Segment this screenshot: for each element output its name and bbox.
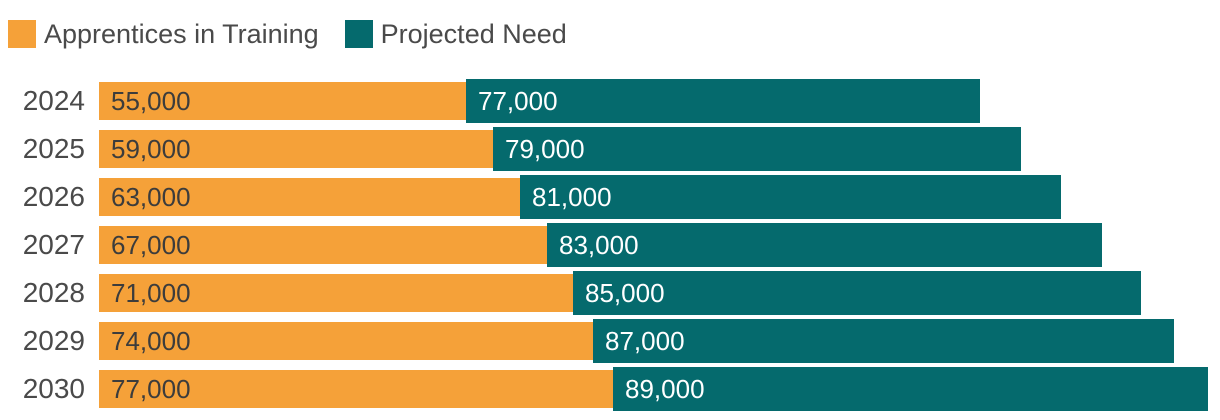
need-value-label: 81,000 <box>532 181 612 212</box>
need-bar-segment: 83,000 <box>547 223 1102 267</box>
apprentices-swatch-icon <box>8 20 36 48</box>
apprentices-bar-segment: 63,000 <box>99 178 520 216</box>
chart-rows: 2024 55,000 77,000 2025 59,000 79,000 20… <box>0 77 1220 413</box>
apprentices-value-label: 71,000 <box>111 277 191 308</box>
need-value-label: 77,000 <box>478 85 558 116</box>
apprentices-bar-segment: 74,000 <box>99 322 593 360</box>
apprentices-value-label: 67,000 <box>111 229 191 260</box>
need-value-label: 79,000 <box>505 133 585 164</box>
legend-item-need: Projected Need <box>344 18 567 50</box>
apprentices-bar-segment: 67,000 <box>99 226 547 264</box>
need-bar-segment: 89,000 <box>613 367 1208 411</box>
need-bar-segment: 79,000 <box>493 127 1021 171</box>
need-value-label: 87,000 <box>605 325 685 356</box>
chart-row: 2025 59,000 79,000 <box>0 125 1220 173</box>
chart-row: 2027 67,000 83,000 <box>0 221 1220 269</box>
apprentices-value-label: 74,000 <box>111 325 191 356</box>
legend-label-apprentices: Apprentices in Training <box>44 18 319 49</box>
apprentices-value-label: 77,000 <box>111 373 191 404</box>
row-year-label: 2028 <box>22 277 85 308</box>
need-value-label: 85,000 <box>585 277 665 308</box>
apprentices-bar-segment: 55,000 <box>99 82 466 120</box>
apprentices-value-label: 55,000 <box>111 85 191 116</box>
legend-item-apprentices: Apprentices in Training <box>8 19 319 50</box>
chart-legend: Apprentices in Training Projected Need <box>8 18 1220 50</box>
row-year-label: 2026 <box>22 181 85 212</box>
need-value-label: 83,000 <box>559 229 639 260</box>
need-bar-segment: 77,000 <box>466 79 980 123</box>
row-year-label: 2029 <box>22 325 85 356</box>
row-year-label: 2027 <box>22 229 85 260</box>
apprentices-value-label: 59,000 <box>111 133 191 164</box>
apprentices-bar-segment: 77,000 <box>99 370 613 408</box>
need-bar-segment: 85,000 <box>573 271 1141 315</box>
need-bar-segment: 87,000 <box>593 319 1174 363</box>
row-year-label: 2025 <box>22 133 85 164</box>
chart-row: 2024 55,000 77,000 <box>0 77 1220 125</box>
apprentices-bar-segment: 59,000 <box>99 130 493 168</box>
need-swatch-icon <box>344 20 373 48</box>
row-year-label: 2030 <box>22 373 85 404</box>
chart-row: 2029 74,000 87,000 <box>0 317 1220 365</box>
row-year-label: 2024 <box>22 85 85 116</box>
apprentices-value-label: 63,000 <box>111 181 191 212</box>
need-bar-segment: 81,000 <box>520 175 1061 219</box>
apprentices-bar-segment: 71,000 <box>99 274 573 312</box>
need-value-label: 89,000 <box>625 373 705 404</box>
legend-label-need: Projected Need <box>380 18 567 49</box>
chart-row: 2030 77,000 89,000 <box>0 365 1220 413</box>
chart-row: 2028 71,000 85,000 <box>0 269 1220 317</box>
chart-row: 2026 63,000 81,000 <box>0 173 1220 221</box>
